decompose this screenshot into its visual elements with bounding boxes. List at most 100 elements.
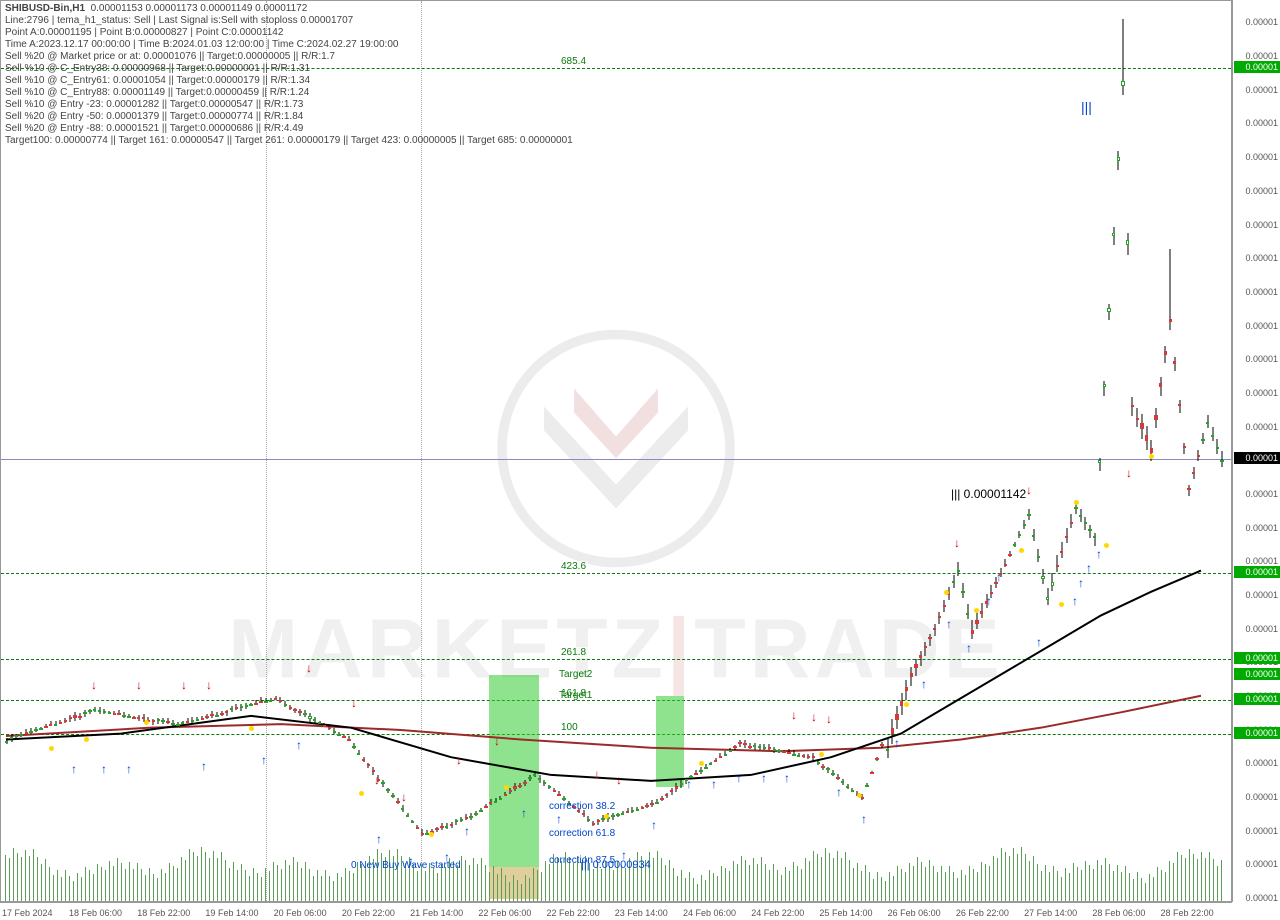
candle [78,713,81,719]
volume-bar [613,870,614,901]
volume-bar [817,854,818,901]
candle [738,740,741,746]
volume-bar [217,858,218,901]
volume-bar [937,872,938,901]
candle [748,743,751,749]
volume-bar [165,873,166,901]
volume-bar [269,871,270,901]
volume-bar [109,861,110,901]
volume-bar [1089,865,1090,901]
volume-bar [417,871,418,901]
volume-bar [1177,852,1178,901]
current-price-line [1,459,1231,460]
candle [1013,542,1016,548]
candle [240,704,243,711]
candle [826,767,829,773]
volume-bar [913,866,914,901]
chart-container[interactable]: MARKETZ|TRADE SHIBUSD-Bin,H1 0.00001153 … [0,0,1232,902]
volume-bar [953,872,954,901]
buy-arrow-icon: ↑ [101,762,107,776]
volume-bar [1121,872,1122,901]
volume-bar [1153,877,1154,901]
candle [1140,414,1143,439]
candle [113,711,116,714]
volume-bar [973,869,974,901]
candle [161,718,164,724]
candle [210,711,213,718]
volume-bar [1049,872,1050,901]
chart-annotation: 0 New Buy Wave started [351,860,461,871]
signal-dot [1074,500,1079,505]
price-label: 0.00001 [1234,668,1280,680]
candle [1070,514,1073,528]
volume-bar [9,858,10,901]
volume-bar [709,870,710,901]
highlight-zone [489,675,539,868]
candle [1018,531,1021,538]
volume-bar [1205,858,1206,901]
candle [367,763,370,769]
buy-arrow-icon: ↑ [686,777,692,791]
x-tick-label: 18 Feb 06:00 [69,908,122,918]
candle [875,757,878,761]
volume-bar [1149,874,1150,901]
candle [1008,551,1011,557]
volume-bar [769,870,770,901]
candle [186,718,189,723]
volume-bar [261,877,262,901]
candle [957,562,960,576]
volume-bar [333,881,334,901]
candle [34,727,37,732]
volume-bar [985,864,986,901]
candle [313,717,316,723]
volume-bar [1005,852,1006,901]
volume-bar [813,851,814,901]
signal-dot [1019,548,1024,553]
signal-dot [1059,602,1064,607]
buy-arrow-icon: ↑ [711,777,717,791]
candle [743,740,746,748]
candle [797,753,800,757]
x-axis: 17 Feb 202418 Feb 06:0018 Feb 22:0019 Fe… [0,902,1232,920]
volume-bar [289,865,290,901]
volume-bar [749,865,750,901]
volume-bar [789,871,790,901]
volume-bar [1161,870,1162,901]
candle [846,784,849,789]
volume-bar [993,856,994,901]
volume-bar [513,875,514,901]
volume-bar [113,866,114,901]
candle [1164,346,1167,363]
candle [802,754,805,758]
candle [611,813,614,820]
volume-bar [873,879,874,901]
volume-bar [517,880,518,901]
buy-arrow-icon: ↑ [1096,547,1102,561]
price-label: 0.00001 [1234,652,1280,664]
volume-bar [717,876,718,901]
candle [538,775,541,783]
volume-bar [265,868,266,901]
volume-bar [1105,858,1106,901]
candle [900,693,903,714]
x-tick-label: 24 Feb 06:00 [683,908,736,918]
info-line: Sell %10 @ C_Entry38: 0.00000968 || Targ… [5,63,310,74]
sell-arrow-icon: ↓ [791,708,797,722]
volume-bar [529,878,530,901]
volume-bar [137,863,138,901]
volume-bar [5,855,6,901]
volume-bar [809,861,810,901]
candle [636,807,639,811]
fib-level-line [1,734,1231,735]
volume-bar [485,865,486,901]
volume-bar [133,869,134,901]
candle [971,620,974,639]
volume-bar [173,866,174,901]
candle [870,771,873,774]
volume-bar [77,873,78,901]
volume-bar [237,870,238,901]
volume-bar [933,866,934,901]
candle [1041,569,1044,584]
volume-bar [285,860,286,901]
volume-bar [693,878,694,901]
